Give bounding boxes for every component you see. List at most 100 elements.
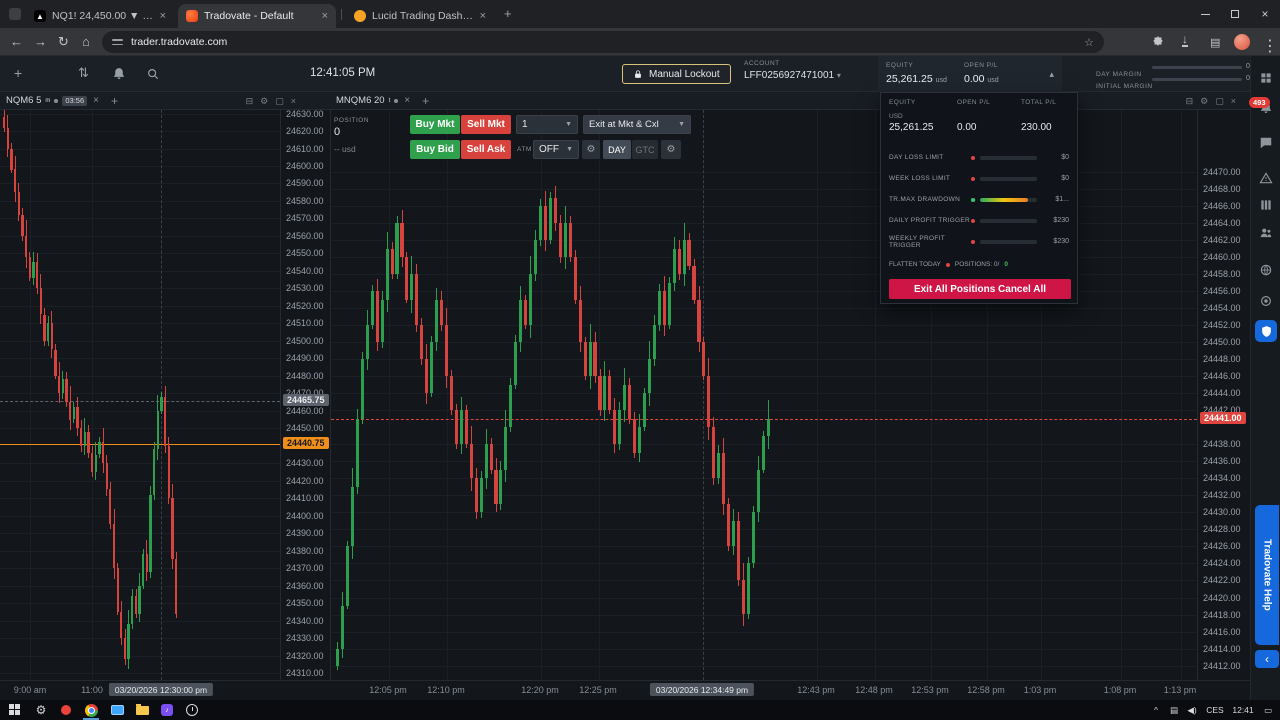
- tray-expand-chevron-icon[interactable]: ^: [1154, 705, 1158, 715]
- candle: [756, 469, 760, 513]
- settings-taskbar-icon[interactable]: ⚙: [32, 703, 50, 717]
- order-settings-gear-icon[interactable]: ⚙: [661, 140, 681, 159]
- bookmark-star-icon[interactable]: ☆: [1084, 36, 1094, 49]
- help-tab[interactable]: Tradovate Help: [1255, 505, 1279, 645]
- flatten-today-row[interactable]: FLATTEN TODAY POSITIONS: 0/ 0: [889, 261, 1008, 268]
- collapse-chevron-icon[interactable]: ‹: [1255, 650, 1279, 668]
- tray-volume-icon[interactable]: ◀): [1187, 704, 1197, 715]
- tab-close-icon[interactable]: ×: [479, 10, 486, 22]
- community-users-icon[interactable]: [1258, 225, 1274, 241]
- popout-icon[interactable]: ▢: [275, 96, 284, 106]
- layout-icon[interactable]: ⊟: [1185, 96, 1194, 106]
- equity-summary[interactable]: EQUITY 25,261.25 usd OPEN P/L 0.00 usd ▴: [878, 56, 1062, 92]
- settings-gear-icon[interactable]: ⚙: [1200, 96, 1209, 106]
- tab-close-icon[interactable]: ×: [321, 10, 328, 22]
- limit-progress-bar[interactable]: [980, 197, 1037, 202]
- start-button[interactable]: [6, 703, 24, 717]
- tab-close-icon[interactable]: ×: [159, 10, 166, 22]
- display-taskbar-icon[interactable]: [108, 703, 126, 717]
- tray-network-icon[interactable]: ▤: [1169, 704, 1179, 715]
- chat-icon[interactable]: [1258, 135, 1274, 151]
- price-axis-nqm6[interactable]: 24630.00 24620.00 24610.00 24600.00 24590.00…: [280, 110, 330, 680]
- window-close-button[interactable]: ×: [1250, 0, 1280, 28]
- time-axis-nqm6[interactable]: 9:00 am 11:00 03/20/2026 12:30:00 pm: [0, 680, 330, 698]
- window-maximize-button[interactable]: [1220, 0, 1250, 28]
- exit-all-positions-button[interactable]: Exit All Positions Cancel All: [889, 279, 1071, 299]
- browser-tab-lucid[interactable]: Lucid Trading Dashboard ×: [346, 4, 494, 28]
- close-panel-icon[interactable]: ×: [290, 96, 296, 106]
- price-axis-mnqm6[interactable]: 24470.00 24468.00 24466.00 24464.00 24462.00…: [1197, 110, 1250, 680]
- tif-day-button[interactable]: DAY: [603, 140, 631, 159]
- reload-icon[interactable]: ↻: [58, 34, 69, 49]
- chevron-up-icon[interactable]: ▴: [1049, 69, 1054, 79]
- sell-ask-button[interactable]: Sell Ask: [461, 140, 511, 159]
- home-icon[interactable]: ⌂: [82, 34, 90, 49]
- atm-settings-gear-icon[interactable]: ⚙: [582, 140, 600, 159]
- taskbar-clock[interactable]: 12:41: [1232, 705, 1254, 715]
- account-selector[interactable]: ACCOUNT LFF0256927471001 ▾: [744, 60, 841, 81]
- downloads-icon[interactable]: ↓: [1182, 32, 1188, 47]
- alerts-warning-icon[interactable]: [1258, 170, 1274, 186]
- browser-tab-tradovate[interactable]: Tradovate - Default ×: [178, 4, 336, 28]
- atm-strategy-selector[interactable]: OFF ▼: [533, 140, 579, 159]
- add-widget-icon[interactable]: +: [14, 65, 23, 81]
- chrome-taskbar-icon[interactable]: [82, 703, 100, 717]
- language-indicator[interactable]: CES: [1206, 705, 1224, 715]
- back-icon[interactable]: ←: [10, 34, 23, 49]
- limit-progress-bar[interactable]: [980, 155, 1037, 160]
- apps-grid-icon[interactable]: [1258, 70, 1274, 86]
- media-taskbar-icon[interactable]: ♪: [158, 703, 176, 717]
- bell-icon[interactable]: [112, 67, 126, 81]
- layout-icon[interactable]: ⊟: [245, 96, 254, 106]
- grid-line: [987, 110, 988, 680]
- close-tab-icon[interactable]: ×: [93, 95, 99, 106]
- transfer-icon[interactable]: ⇅: [78, 65, 89, 80]
- site-settings-icon[interactable]: [112, 37, 123, 47]
- clock-app-taskbar-icon[interactable]: [183, 703, 201, 717]
- profile-avatar[interactable]: [1234, 34, 1250, 50]
- search-icon[interactable]: [146, 67, 160, 81]
- settings-gear-icon[interactable]: ⚙: [260, 96, 269, 106]
- buy-bid-button[interactable]: Buy Bid: [410, 140, 460, 159]
- action-center-icon[interactable]: ▭: [1263, 704, 1273, 715]
- close-tab-icon[interactable]: ×: [404, 95, 411, 106]
- shield-icon[interactable]: [1255, 320, 1277, 342]
- record-circle-icon[interactable]: [1258, 293, 1274, 309]
- candle: [112, 524, 116, 569]
- new-tab-button[interactable]: +: [504, 6, 512, 21]
- forward-icon[interactable]: →: [34, 34, 47, 49]
- exit-at-market-button[interactable]: Exit at Mkt & Cxl ▼: [583, 115, 691, 134]
- recorder-taskbar-icon[interactable]: [57, 703, 75, 717]
- tif-gtc-button[interactable]: GTC: [632, 140, 658, 159]
- chart-canvas-nqm6[interactable]: [0, 110, 280, 680]
- browser-menu-kebab-icon[interactable]: ⋮: [1262, 38, 1278, 55]
- window-minimize-button[interactable]: [1190, 0, 1220, 28]
- columns-icon[interactable]: [1258, 197, 1274, 213]
- add-chart-tab-icon[interactable]: +: [422, 93, 430, 108]
- close-panel-icon[interactable]: ×: [1230, 96, 1236, 106]
- price-label: 24520.00: [286, 300, 324, 311]
- limit-progress-bar[interactable]: [980, 218, 1037, 223]
- extensions-puzzle-icon[interactable]: [1152, 35, 1164, 53]
- candle: [672, 248, 676, 283]
- chart-tab-mnqm6[interactable]: MNQM6 20 t ×: [336, 95, 410, 106]
- time-axis-mnqm6[interactable]: 12:05 pm 12:10 pm 12:20 pm 12:25 pm 12:43 pm…: [330, 680, 1250, 698]
- notifications-icon[interactable]: 493: [1249, 97, 1274, 116]
- limit-progress-bar[interactable]: [980, 239, 1037, 244]
- manual-lockout-button[interactable]: Manual Lockout: [622, 64, 731, 84]
- price-label: 24462.00: [1203, 235, 1241, 246]
- address-bar[interactable]: trader.tradovate.com ☆: [102, 31, 1104, 53]
- globe-icon[interactable]: [1258, 262, 1274, 278]
- candle: [603, 376, 607, 411]
- reading-list-icon[interactable]: ▤: [1210, 37, 1221, 49]
- explorer-taskbar-icon[interactable]: [133, 703, 151, 717]
- browser-tab-tradingview[interactable]: ▲ NQ1! 24,450.00 ▼ -0.68% Unn ×: [26, 4, 174, 28]
- add-chart-tab-icon[interactable]: +: [111, 93, 119, 108]
- popout-icon[interactable]: ▢: [1215, 96, 1224, 106]
- grid-line: [331, 291, 1197, 293]
- sell-market-button[interactable]: Sell Mkt: [461, 115, 511, 134]
- limit-progress-bar[interactable]: [980, 176, 1037, 181]
- quantity-selector[interactable]: 1 ▼: [516, 115, 578, 134]
- buy-market-button[interactable]: Buy Mkt: [410, 115, 460, 134]
